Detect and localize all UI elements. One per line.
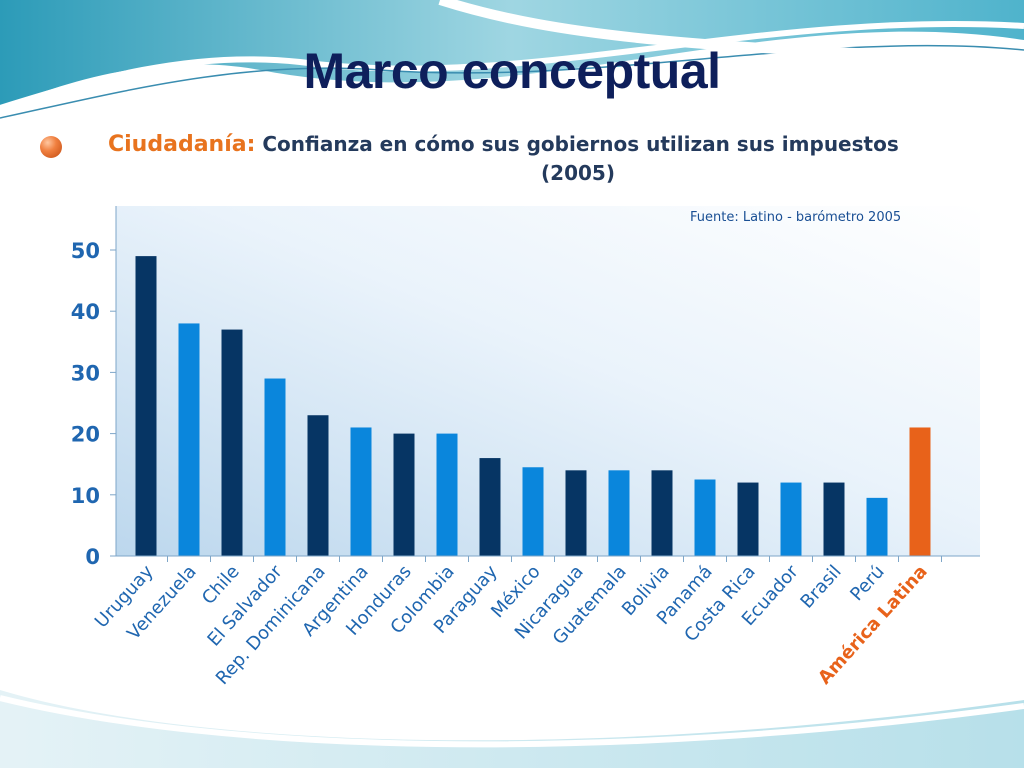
bar-brasil [823,482,845,556]
bar-el-salvador [264,378,286,556]
y-tick-label: 0 [85,545,100,569]
y-tick-label: 10 [71,484,100,508]
chart-heading-rest: Confianza en cómo sus gobiernos utilizan… [262,132,899,156]
bar-argentina [350,427,372,556]
bar-uruguay [135,256,157,556]
y-tick-label: 40 [71,300,100,324]
bar-bolivia [651,470,673,556]
bar-colombia [436,433,458,556]
bar-chile [221,329,243,556]
y-tick-label: 20 [71,423,100,447]
slide-title: Marco conceptual [303,43,721,99]
chart-heading-year: (2005) [541,161,615,185]
y-tick-label: 30 [71,361,100,385]
bar-venezuela [178,323,200,556]
bar-paraguay [479,458,501,556]
plot-area [116,206,980,556]
chart-heading: Ciudadanía: Confianza en cómo sus gobier… [108,130,968,187]
bars [135,256,931,556]
x-tick-label: Brasil [797,561,846,612]
bar-perú [866,497,888,556]
y-axis: 0 10 20 30 40 50 [71,239,116,569]
bar-panamá [694,479,716,556]
bar-honduras [393,433,415,556]
bullet-dot-icon [40,136,62,158]
bar-rep-dominicana [307,415,329,556]
y-tick-label: 50 [71,239,100,263]
bar-costa-rica [737,482,759,556]
bar-américa-latina [909,427,931,556]
bar-guatemala [608,470,630,556]
bar-méxico [522,467,544,556]
bar-ecuador [780,482,802,556]
bar-nicaragua [565,470,587,556]
source-note: Fuente: Latino - barómetro 2005 [690,210,902,225]
chart-heading-lead: Ciudadanía: [108,132,256,157]
